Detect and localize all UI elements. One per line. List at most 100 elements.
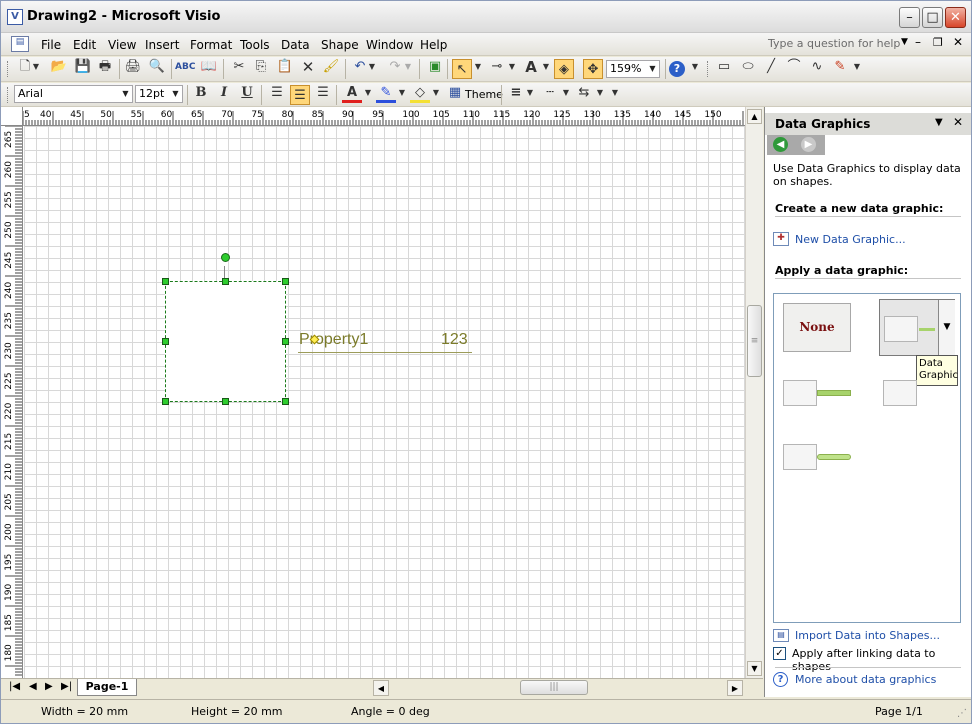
selection-handle[interactable] — [222, 398, 229, 405]
permission-icon[interactable]: 🖶 — [98, 59, 112, 74]
menu-file[interactable]: File — [41, 38, 62, 52]
redo-dropdown-icon[interactable]: ▼ — [404, 62, 412, 71]
cut-icon[interactable]: ✂ — [233, 59, 245, 74]
vertical-scroll-thumb[interactable]: ≡ — [747, 305, 762, 377]
theme-icon[interactable]: ▦ — [448, 85, 462, 100]
gallery-item-thumb[interactable] — [783, 380, 817, 406]
open-icon[interactable]: 📂 — [50, 59, 68, 74]
paste-icon[interactable]: 📋 — [276, 59, 294, 74]
line-ends-icon[interactable]: ⇆ — [578, 85, 590, 100]
vertical-scrollbar[interactable]: ▲ ≡ ▼ — [745, 107, 763, 678]
bold-icon[interactable]: B — [195, 85, 207, 100]
underline-icon[interactable]: U — [241, 85, 253, 100]
first-page-icon[interactable]: |◀ — [9, 681, 21, 692]
freeform-tool-icon[interactable]: ∿ — [811, 59, 823, 74]
font-color-icon[interactable]: A — [342, 85, 362, 103]
fit-window-icon[interactable]: ✥ — [583, 59, 603, 79]
menu-tools[interactable]: Tools — [240, 38, 270, 52]
menu-insert[interactable]: Insert — [145, 38, 180, 52]
zoom-combo[interactable]: 159% ▼ — [606, 60, 660, 78]
help-dropdown-icon[interactable]: ▼ — [901, 37, 908, 47]
menu-window[interactable]: Window — [366, 38, 414, 52]
arc-tool-icon[interactable]: ⌒ — [787, 59, 801, 74]
print-icon[interactable]: 🖨 — [124, 59, 142, 74]
ellipse-tool-icon[interactable]: ⬭ — [742, 59, 754, 74]
line-color-dropdown-icon[interactable]: ▼ — [398, 88, 406, 97]
toolbar-grip[interactable] — [7, 61, 10, 77]
spelling-icon[interactable]: ABC — [175, 62, 196, 72]
new-dropdown-icon[interactable]: ▼ — [32, 62, 40, 71]
menu-edit[interactable]: Edit — [73, 38, 97, 52]
align-right-icon[interactable]: ☰ — [317, 85, 329, 100]
gallery-item-none[interactable]: None — [783, 303, 851, 352]
pointer-dropdown-icon[interactable]: ▼ — [474, 62, 482, 71]
format-options-icon[interactable]: ▼ — [611, 88, 619, 97]
vertical-ruler[interactable]: 265 260 255 250 245 240 235 230 225 220 215 210 205 2… — [1, 126, 23, 678]
font-size-combo[interactable]: 12pt ▼ — [135, 85, 183, 103]
menu-help[interactable]: Help — [420, 38, 448, 52]
import-data-link[interactable]: Import Data into Shapes... — [795, 629, 940, 642]
copy-icon[interactable]: ⎘ — [255, 59, 267, 74]
line-weight-icon[interactable]: ≡ — [510, 85, 522, 100]
fill-color-dropdown-icon[interactable]: ▼ — [432, 88, 440, 97]
selection-handle[interactable] — [162, 278, 169, 285]
pointer-tool-icon[interactable]: ↖ — [452, 59, 472, 79]
import-data-icon[interactable]: ▤ — [773, 629, 789, 642]
selection-handle[interactable] — [282, 338, 289, 345]
text-tool-icon[interactable]: A — [525, 58, 537, 76]
menu-data[interactable]: Data — [281, 38, 310, 52]
resize-grip[interactable]: ⋰ — [957, 708, 967, 719]
selection-handle[interactable] — [162, 398, 169, 405]
gallery-item-thumb[interactable] — [883, 380, 917, 406]
save-icon[interactable]: 💾 — [74, 59, 92, 74]
next-page-icon[interactable]: ▶ — [45, 681, 53, 692]
horizontal-ruler[interactable]: 5 40 45 50 55 60 65 70 75 80 85 90 95 100 105 110 115 120… — [23, 107, 745, 126]
data-graphic-gallery[interactable]: None ▼ Data Graphic — [773, 293, 961, 623]
print-preview-icon[interactable]: 🔍 — [148, 59, 166, 74]
new-icon[interactable]: 🗋 — [19, 59, 31, 74]
scroll-left-icon[interactable]: ◀ — [373, 680, 389, 696]
more-about-link[interactable]: More about data graphics — [795, 673, 937, 686]
ruler-corner[interactable] — [1, 107, 23, 126]
gallery-item-bar[interactable] — [817, 454, 851, 460]
font-color-dropdown-icon[interactable]: ▼ — [364, 88, 372, 97]
visio-app-icon[interactable]: V — [7, 9, 23, 25]
selection-handle[interactable] — [222, 278, 229, 285]
connector-tool-icon[interactable]: ⊸ — [491, 59, 503, 74]
text-dropdown-icon[interactable]: ▼ — [542, 62, 550, 71]
pane-menu-dropdown-icon[interactable]: ▼ — [935, 117, 943, 128]
toolbar-options-icon[interactable]: ▼ — [691, 62, 699, 71]
italic-icon[interactable]: I — [220, 85, 228, 100]
horizontal-scroll-thumb[interactable]: ||| — [520, 680, 588, 695]
font-size-dropdown-icon[interactable]: ▼ — [172, 89, 179, 98]
previous-page-icon[interactable]: ◀ — [29, 681, 37, 692]
line-weight-dropdown-icon[interactable]: ▼ — [526, 88, 534, 97]
font-dropdown-icon[interactable]: ▼ — [122, 89, 129, 98]
minimize-button[interactable]: – — [899, 7, 920, 28]
document-icon[interactable]: ▤ — [11, 36, 29, 52]
line-ends-dropdown-icon[interactable]: ▼ — [596, 88, 604, 97]
last-page-icon[interactable]: ▶| — [61, 681, 73, 692]
research-icon[interactable]: 📖 — [200, 59, 218, 74]
selection-handle[interactable] — [282, 398, 289, 405]
line-pattern-icon[interactable]: ┄ — [546, 85, 554, 100]
scroll-down-icon[interactable]: ▼ — [747, 661, 762, 676]
shapes-icon[interactable]: ▣ — [428, 59, 442, 74]
scroll-up-icon[interactable]: ▲ — [747, 109, 762, 124]
line-pattern-dropdown-icon[interactable]: ▼ — [562, 88, 570, 97]
data-graphic-label[interactable]: Property1 — [299, 331, 369, 348]
rotation-handle[interactable] — [221, 253, 230, 262]
new-data-graphic-link[interactable]: New Data Graphic... — [795, 233, 906, 246]
selected-rectangle-shape[interactable] — [165, 281, 286, 402]
maximize-button[interactable]: □ — [922, 7, 943, 28]
doc-close-icon[interactable]: ✕ — [953, 35, 964, 49]
drawing-page[interactable]: Property1 123 — [24, 126, 745, 678]
page-tab-page-1[interactable]: Page-1 — [77, 679, 137, 696]
doc-restore-icon[interactable]: ❐ — [933, 36, 943, 49]
close-button[interactable]: ✕ — [945, 7, 966, 28]
pane-close-icon[interactable]: ✕ — [953, 115, 964, 129]
pencil-tool-icon[interactable]: ✎ — [834, 59, 846, 74]
line-color-icon[interactable]: ✎ — [376, 85, 396, 103]
zoom-dropdown-icon[interactable]: ▼ — [649, 64, 656, 73]
undo-dropdown-icon[interactable]: ▼ — [368, 62, 376, 71]
